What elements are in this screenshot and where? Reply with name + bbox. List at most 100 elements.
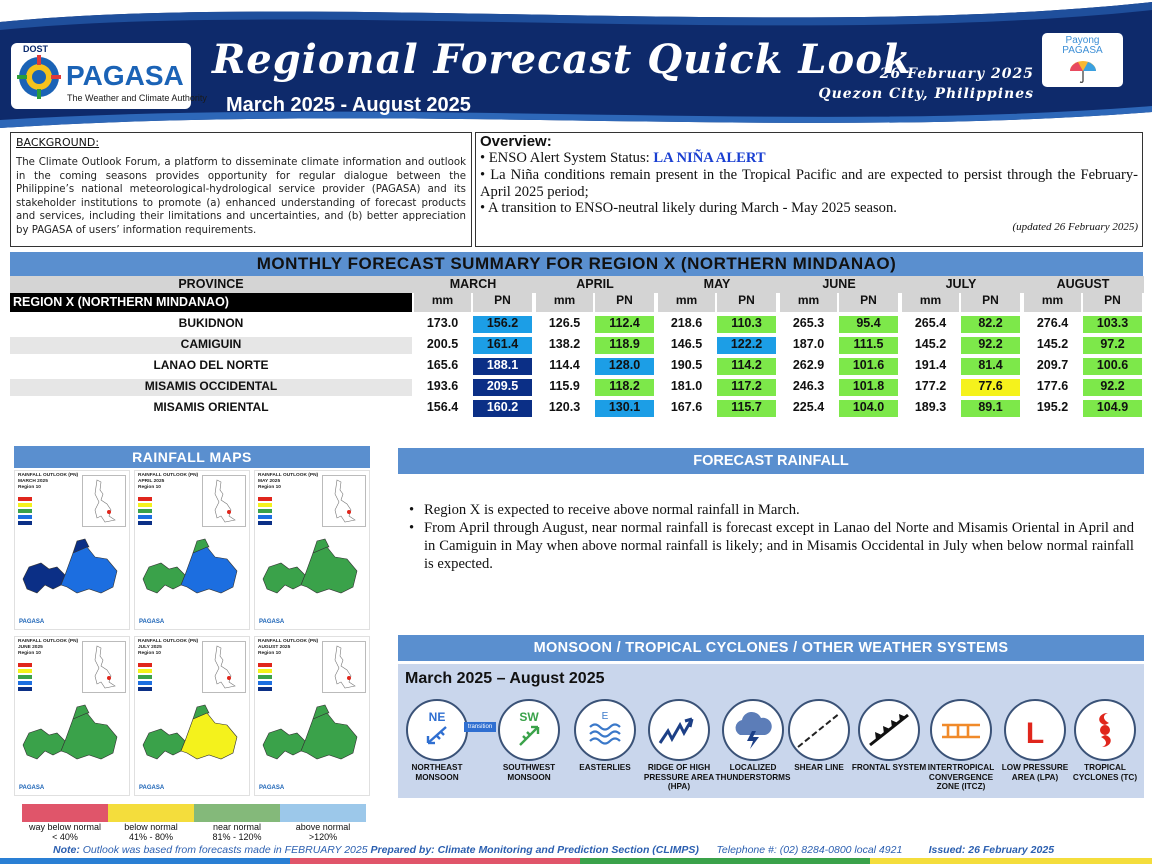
rainfall-map-panel: RAINFALL OUTLOOK (PN) AUGUST 2025 Region 1…	[254, 636, 370, 796]
map-pagasa-logo: PAGASA	[139, 785, 165, 791]
legend-range: 41% - 80%	[128, 832, 174, 842]
thunderstorm-icon	[722, 699, 784, 761]
map-pagasa-logo: PAGASA	[19, 619, 45, 625]
pn-column-header: PN	[839, 293, 898, 312]
month-header: JULY	[900, 276, 1022, 293]
region-map-shape	[142, 538, 238, 594]
label-frontal-system: FRONTAL SYSTEM	[851, 763, 927, 772]
month-header: APRIL	[534, 276, 656, 293]
pagasa-sun-icon	[17, 55, 61, 99]
enso-status-label: ENSO Alert System Status:	[488, 150, 654, 166]
enso-alert-badge: LA NIÑA ALERT	[653, 150, 766, 166]
percent-normal-cell: 161.4	[473, 337, 532, 354]
percent-normal-cell: 81.4	[961, 358, 1020, 375]
label-southwest-monsoon: SOUTHWEST MONSOON	[502, 763, 556, 782]
legend-color-swatch	[280, 804, 366, 822]
month-header: AUGUST	[1022, 276, 1144, 293]
background-title: BACKGROUND:	[16, 136, 100, 149]
payong-label: Payong PAGASA	[1042, 36, 1123, 56]
map-mini-legend	[258, 497, 272, 527]
map-month-text: MARCH 2025	[18, 479, 48, 484]
mm-column-header: mm	[902, 293, 959, 312]
legend-label: way below normal < 40%	[22, 822, 108, 842]
rainfall-mm-cell: 181.0	[670, 379, 703, 393]
map-panel-title: RAINFALL OUTLOOK (PN) JULY 2025 Region 10	[138, 639, 198, 657]
map-mini-legend	[258, 663, 272, 693]
region-map-shape	[262, 704, 358, 760]
header-background	[0, 2, 1152, 128]
rainfall-mm-cell: 191.4	[914, 358, 947, 372]
southwest-monsoon-icon: SW	[498, 699, 560, 761]
percent-normal-cell: 100.6	[1083, 358, 1142, 375]
table-row-province: BUKIDNON	[178, 316, 244, 330]
umbrella-icon	[1070, 61, 1096, 83]
percent-normal-cell: 104.9	[1083, 400, 1142, 417]
legend-range: < 40%	[52, 832, 78, 842]
forecast-rainfall-title: FORECAST RAINFALL	[398, 448, 1144, 474]
map-region-text: Region 10	[258, 651, 281, 656]
rainfall-map-panel: RAINFALL OUTLOOK (PN) JUNE 2025 Region 10 P…	[14, 636, 130, 796]
map-panel-title: RAINFALL OUTLOOK (PN) MAY 2025 Region 10	[258, 473, 318, 491]
percent-normal-cell: 118.9	[595, 337, 654, 354]
issue-place: Quezon City, Philippines	[818, 86, 1034, 102]
percent-normal-cell: 101.6	[839, 358, 898, 375]
overview-panel: Overview: • ENSO Alert System Status: LA…	[475, 132, 1143, 247]
overview-item: • A transition to ENSO-neutral likely du…	[480, 200, 897, 217]
rainfall-mm-cell: 115.9	[549, 379, 580, 393]
legend-color-swatch	[22, 804, 108, 822]
footer-note: Note: Outlook was based from forecasts m…	[53, 844, 1054, 856]
forecast-table: PROVINCE MARCH APRIL MAY JUNE JULY AUGUST REGIO…	[10, 276, 1144, 420]
map-pagasa-logo: PAGASA	[19, 785, 45, 791]
map-title-text: RAINFALL OUTLOOK (PN)	[18, 639, 79, 644]
rainfall-mm-cell: 246.3	[792, 379, 825, 393]
pn-column-header: PN	[595, 293, 654, 312]
rainfall-mm-cell: 187.0	[792, 337, 825, 351]
map-mini-legend	[18, 663, 32, 693]
map-panel-title: RAINFALL OUTLOOK (PN) MARCH 2025 Region 10	[18, 473, 78, 491]
table-row-province: CAMIGUIN	[10, 337, 412, 354]
rainfall-mm-cell: 200.5	[426, 337, 459, 351]
legend-range: >120%	[308, 832, 338, 842]
label-easterlies: EASTERLIES	[579, 763, 631, 772]
overview-item-text: La Niña conditions remain present in the…	[480, 166, 1139, 200]
easterlies-icon: E	[574, 699, 636, 761]
legend-category: above normal	[295, 822, 351, 832]
rainfall-mm-cell: 177.6	[1036, 379, 1069, 393]
map-pagasa-logo: PAGASA	[259, 785, 285, 791]
map-pagasa-logo: PAGASA	[139, 619, 165, 625]
percent-normal-cell: 95.4	[839, 316, 898, 333]
low-pressure-icon: L	[1004, 699, 1066, 761]
legend-label: near normal 81% - 120%	[194, 822, 280, 842]
percent-normal-cell: 101.8	[839, 379, 898, 396]
mm-column-header: mm	[414, 293, 471, 312]
map-title-text: RAINFALL OUTLOOK (PN)	[258, 639, 319, 644]
agency-tagline: The Weather and Climate Authority	[67, 93, 207, 103]
percent-normal-cell: 209.5	[473, 379, 532, 396]
label-ridge-hpa: RIDGE OF HIGH PRESSURE AREA (HPA)	[643, 763, 715, 792]
footer: Note: Outlook was based from forecasts m…	[0, 842, 1152, 864]
pn-column-header: PN	[717, 293, 776, 312]
sw-text: SW	[519, 710, 539, 724]
label-lpa: LOW PRESSURE AREA (LPA)	[1001, 763, 1069, 782]
background-text: The Climate Outlook Forum, a platform to…	[16, 157, 466, 236]
map-mini-legend	[18, 497, 32, 527]
rainfall-mm-cell: 120.3	[548, 400, 581, 414]
percent-normal-cell: 115.7	[717, 400, 776, 417]
frontal-system-icon	[858, 699, 920, 761]
location-inset-map	[322, 641, 366, 693]
payong-pagasa-logo: Payong PAGASA	[1042, 33, 1123, 87]
header-banner: DOST PAGASA The Weather and Climate Auth…	[0, 0, 1152, 130]
percent-normal-cell: 92.2	[1083, 379, 1142, 396]
map-month-text: JUNE 2025	[18, 645, 43, 650]
label-itcz: INTERTROPICAL CONVERGENCE ZONE (ITCZ)	[927, 763, 995, 792]
legend-range: 81% - 120%	[212, 832, 262, 842]
overview-enso-status: • ENSO Alert System Status: LA NIÑA ALER…	[480, 150, 766, 166]
forecast-item: Region X is expected to receive above no…	[406, 501, 1134, 519]
label-northeast-monsoon: NORTHEAST MONSOON	[411, 763, 463, 782]
rainfall-mm-cell: 262.9	[792, 358, 825, 372]
month-header: MAY	[656, 276, 778, 293]
percent-normal-cell: 114.2	[717, 358, 776, 375]
payong-pagasa-word: PAGASA	[1062, 45, 1103, 56]
mm-column-header: mm	[1024, 293, 1081, 312]
tropical-cyclone-icon	[1074, 699, 1136, 761]
